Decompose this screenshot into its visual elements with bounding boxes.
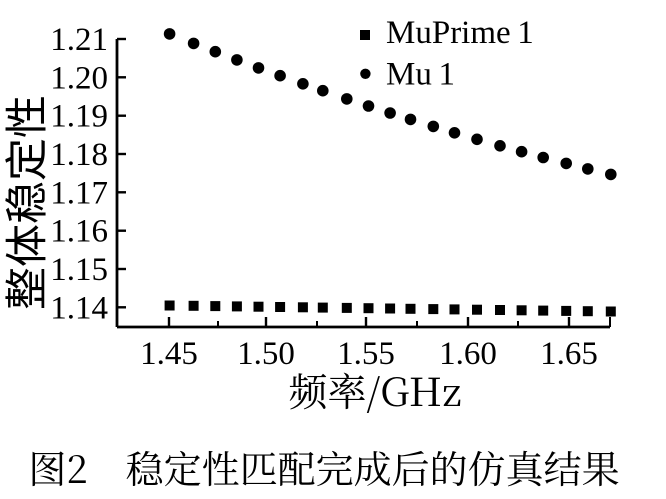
svg-text:图2 稳定性匹配完成后的仿真结果: 图2 稳定性匹配完成后的仿真结果: [28, 439, 619, 494]
svg-text:1.65: 1.65: [540, 336, 598, 372]
svg-text:1.20: 1.20: [50, 60, 108, 96]
svg-text:1.14: 1.14: [50, 290, 108, 326]
svg-text:频率/GHz: 频率/GHz: [288, 362, 461, 418]
svg-text:1.16: 1.16: [50, 214, 108, 250]
svg-text:1.21: 1.21: [50, 22, 108, 58]
svg-text:1.15: 1.15: [50, 252, 108, 288]
svg-text:1.18: 1.18: [50, 137, 108, 173]
svg-text:MuPrime 1: MuPrime 1: [386, 15, 534, 51]
svg-text:1.19: 1.19: [50, 99, 108, 135]
svg-text:1.17: 1.17: [50, 175, 108, 211]
svg-text:1.50: 1.50: [237, 336, 295, 372]
svg-text:1.45: 1.45: [140, 336, 198, 372]
svg-text:Mu 1: Mu 1: [386, 57, 455, 93]
svg-text:整体稳定性: 整体稳定性: [4, 95, 52, 310]
